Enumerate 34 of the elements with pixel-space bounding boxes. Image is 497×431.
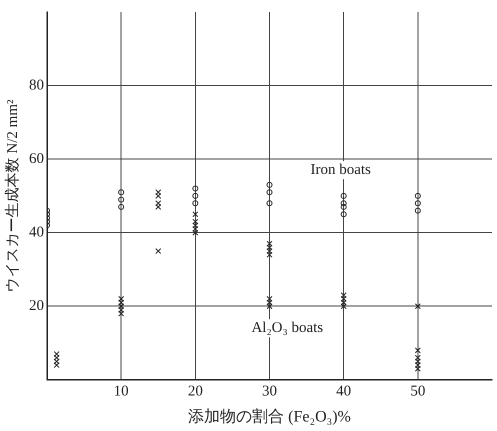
point <box>266 189 272 196</box>
point <box>414 208 421 214</box>
y-tick-label: 20 <box>29 298 44 314</box>
point <box>192 192 198 199</box>
x-tick-label: 20 <box>188 384 203 400</box>
y-tick-label: 40 <box>29 224 44 241</box>
point <box>340 211 347 218</box>
x-tick-label: 40 <box>336 384 352 400</box>
point <box>266 182 272 188</box>
point <box>266 300 272 306</box>
point <box>155 248 162 254</box>
point <box>118 189 124 196</box>
y-axis-title: ウイスカー生成本数 N/2 mm² <box>4 98 21 292</box>
point <box>340 200 347 206</box>
point <box>192 186 198 192</box>
point <box>266 200 272 206</box>
series-label: Al₂O₃ boats <box>251 320 324 336</box>
point <box>414 192 421 199</box>
y-tick-label: 80 <box>29 77 44 94</box>
point <box>118 196 124 203</box>
x-axis-title: 添加物の割合 (Fe₂O₃)% <box>188 408 351 426</box>
point <box>155 204 162 210</box>
x-tick-label: 50 <box>410 384 426 400</box>
x-tick-label: 10 <box>114 384 129 400</box>
point <box>414 303 421 310</box>
series-label: Iron boats <box>310 162 372 178</box>
point <box>340 204 347 210</box>
x-tick-label: 30 <box>262 384 277 400</box>
point <box>118 204 124 210</box>
point <box>192 200 198 206</box>
point <box>414 200 421 206</box>
y-tick-label: 60 <box>29 151 44 168</box>
point <box>340 192 347 199</box>
point <box>155 189 162 196</box>
